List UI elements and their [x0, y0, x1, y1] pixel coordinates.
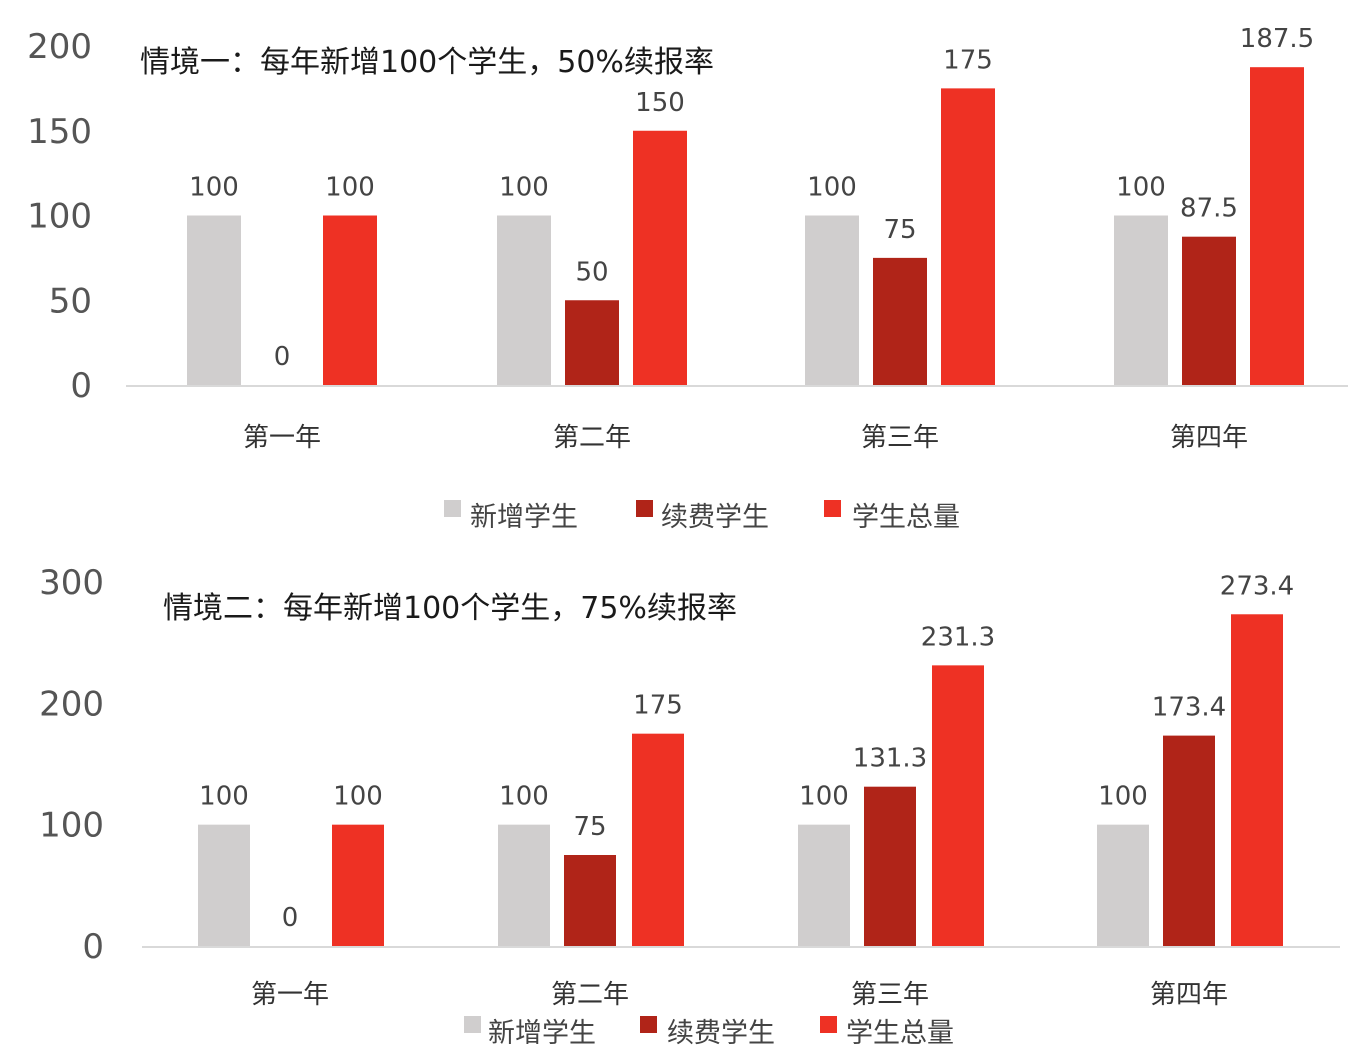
- data-label: 87.5: [1180, 194, 1238, 224]
- legend-swatch: [820, 1016, 837, 1033]
- chart-title: 情境二：每年新增100个学生，75%续报率: [163, 591, 737, 626]
- bar: [198, 824, 250, 946]
- bar: [323, 215, 377, 385]
- bar: [1097, 824, 1149, 946]
- legend-label: 新增学生: [488, 1018, 596, 1049]
- data-label: 100: [1098, 782, 1148, 812]
- y-tick-label: 200: [27, 27, 92, 67]
- legend-swatch: [464, 1016, 481, 1033]
- data-label: 131.3: [853, 744, 927, 774]
- bar: [941, 88, 995, 385]
- data-label: 231.3: [921, 622, 995, 652]
- legend-label: 续费学生: [667, 1018, 775, 1049]
- data-label: 175: [943, 45, 993, 75]
- data-label: 100: [325, 173, 375, 203]
- bar: [1250, 67, 1304, 385]
- bar: [564, 855, 616, 946]
- legend-swatch: [640, 1016, 657, 1033]
- y-tick-label: 300: [39, 563, 104, 603]
- x-tick-label: 第三年: [861, 423, 939, 453]
- data-label: 173.4: [1152, 693, 1226, 723]
- data-label: 100: [199, 782, 249, 812]
- bar: [864, 786, 916, 946]
- bar: [632, 733, 684, 946]
- bar: [565, 300, 619, 385]
- bar: [1114, 215, 1168, 385]
- bar: [633, 130, 687, 385]
- data-label: 100: [807, 173, 857, 203]
- data-label: 100: [189, 173, 239, 203]
- bar: [1163, 735, 1215, 946]
- data-label: 100: [799, 782, 849, 812]
- y-tick-label: 100: [39, 806, 104, 846]
- bar: [332, 824, 384, 946]
- bar: [1231, 614, 1283, 946]
- bar: [497, 215, 551, 385]
- data-label: 0: [274, 342, 291, 372]
- bar: [805, 215, 859, 385]
- y-tick-label: 150: [27, 112, 92, 152]
- legend-swatch: [824, 500, 841, 517]
- x-tick-label: 第四年: [1170, 423, 1248, 453]
- data-label: 150: [635, 88, 685, 118]
- y-tick-label: 200: [39, 684, 104, 724]
- data-label: 100: [499, 173, 549, 203]
- data-label: 100: [499, 782, 549, 812]
- chart-title: 情境一：每年新增100个学生，50%续报率: [140, 45, 714, 80]
- legend-swatch: [636, 500, 653, 517]
- legend-label: 学生总量: [852, 502, 960, 533]
- data-label: 100: [1116, 173, 1166, 203]
- x-tick-label: 第四年: [1150, 980, 1228, 1010]
- bar: [873, 257, 927, 385]
- data-label: 175: [633, 691, 683, 721]
- legend-label: 续费学生: [661, 502, 769, 533]
- x-tick-label: 第三年: [851, 980, 929, 1010]
- legend-label: 学生总量: [846, 1018, 954, 1049]
- y-tick-label: 50: [49, 281, 92, 321]
- data-label: 187.5: [1240, 24, 1314, 54]
- data-label: 75: [883, 215, 916, 245]
- data-label: 273.4: [1220, 571, 1294, 601]
- bar: [798, 824, 850, 946]
- data-label: 75: [573, 812, 606, 842]
- y-tick-label: 0: [70, 366, 92, 406]
- y-tick-label: 100: [27, 197, 92, 237]
- data-label: 100: [333, 782, 383, 812]
- x-tick-label: 第二年: [551, 980, 629, 1010]
- x-tick-label: 第二年: [553, 423, 631, 453]
- legend-swatch: [444, 500, 461, 517]
- x-tick-label: 第一年: [243, 423, 321, 453]
- x-tick-label: 第一年: [251, 980, 329, 1010]
- bar: [498, 824, 550, 946]
- data-label: 50: [575, 257, 608, 287]
- bar: [187, 215, 241, 385]
- y-tick-label: 0: [82, 927, 104, 967]
- bar: [932, 665, 984, 946]
- data-label: 0: [282, 903, 299, 933]
- bar: [1182, 236, 1236, 385]
- legend-label: 新增学生: [470, 502, 578, 533]
